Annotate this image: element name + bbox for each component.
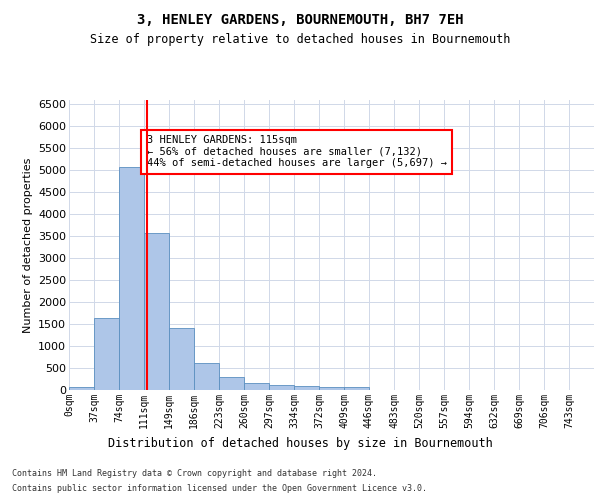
Bar bbox=[319, 388, 344, 390]
Text: Distribution of detached houses by size in Bournemouth: Distribution of detached houses by size … bbox=[107, 438, 493, 450]
Text: 3 HENLEY GARDENS: 115sqm
← 56% of detached houses are smaller (7,132)
44% of sem: 3 HENLEY GARDENS: 115sqm ← 56% of detach… bbox=[147, 135, 447, 168]
Bar bbox=[144, 233, 169, 390]
Text: Contains public sector information licensed under the Open Government Licence v3: Contains public sector information licen… bbox=[12, 484, 427, 493]
Bar bbox=[244, 384, 269, 390]
Text: Size of property relative to detached houses in Bournemouth: Size of property relative to detached ho… bbox=[90, 32, 510, 46]
Bar bbox=[194, 363, 219, 390]
Bar bbox=[294, 386, 319, 390]
Y-axis label: Number of detached properties: Number of detached properties bbox=[23, 158, 32, 332]
Bar bbox=[69, 386, 94, 390]
Text: Contains HM Land Registry data © Crown copyright and database right 2024.: Contains HM Land Registry data © Crown c… bbox=[12, 469, 377, 478]
Bar bbox=[219, 378, 244, 390]
Bar bbox=[94, 318, 119, 390]
Bar bbox=[119, 167, 144, 390]
Bar bbox=[269, 385, 294, 390]
Bar bbox=[344, 388, 369, 390]
Text: 3, HENLEY GARDENS, BOURNEMOUTH, BH7 7EH: 3, HENLEY GARDENS, BOURNEMOUTH, BH7 7EH bbox=[137, 12, 463, 26]
Bar bbox=[169, 328, 194, 390]
